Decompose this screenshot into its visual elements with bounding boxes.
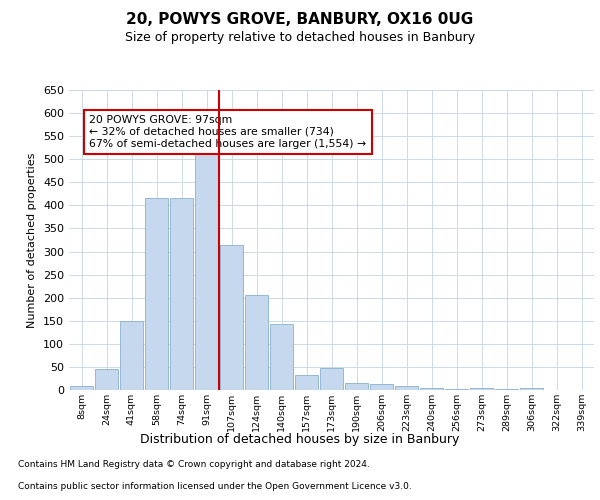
Bar [520,388,543,390]
Text: 20 POWYS GROVE: 97sqm
← 32% of detached houses are smaller (734)
67% of semi-det: 20 POWYS GROVE: 97sqm ← 32% of detached … [89,116,366,148]
Bar [220,244,243,390]
Bar [95,369,118,390]
Bar [145,198,168,390]
Bar [420,388,443,390]
Text: Contains HM Land Registry data © Crown copyright and database right 2024.: Contains HM Land Registry data © Crown c… [18,460,370,469]
Bar [70,386,93,390]
Bar [170,198,193,390]
Bar [345,383,368,390]
Text: Contains public sector information licensed under the Open Government Licence v3: Contains public sector information licen… [18,482,412,491]
Bar [470,388,493,390]
Text: 20, POWYS GROVE, BANBURY, OX16 0UG: 20, POWYS GROVE, BANBURY, OX16 0UG [127,12,473,28]
Text: Distribution of detached houses by size in Banbury: Distribution of detached houses by size … [140,432,460,446]
Bar [195,146,218,390]
Bar [270,324,293,390]
Bar [120,321,143,390]
Bar [245,296,268,390]
Bar [320,368,343,390]
Y-axis label: Number of detached properties: Number of detached properties [28,152,37,328]
Bar [495,389,518,390]
Text: Size of property relative to detached houses in Banbury: Size of property relative to detached ho… [125,32,475,44]
Bar [395,386,418,390]
Bar [295,375,318,390]
Bar [445,389,468,390]
Bar [370,384,393,390]
